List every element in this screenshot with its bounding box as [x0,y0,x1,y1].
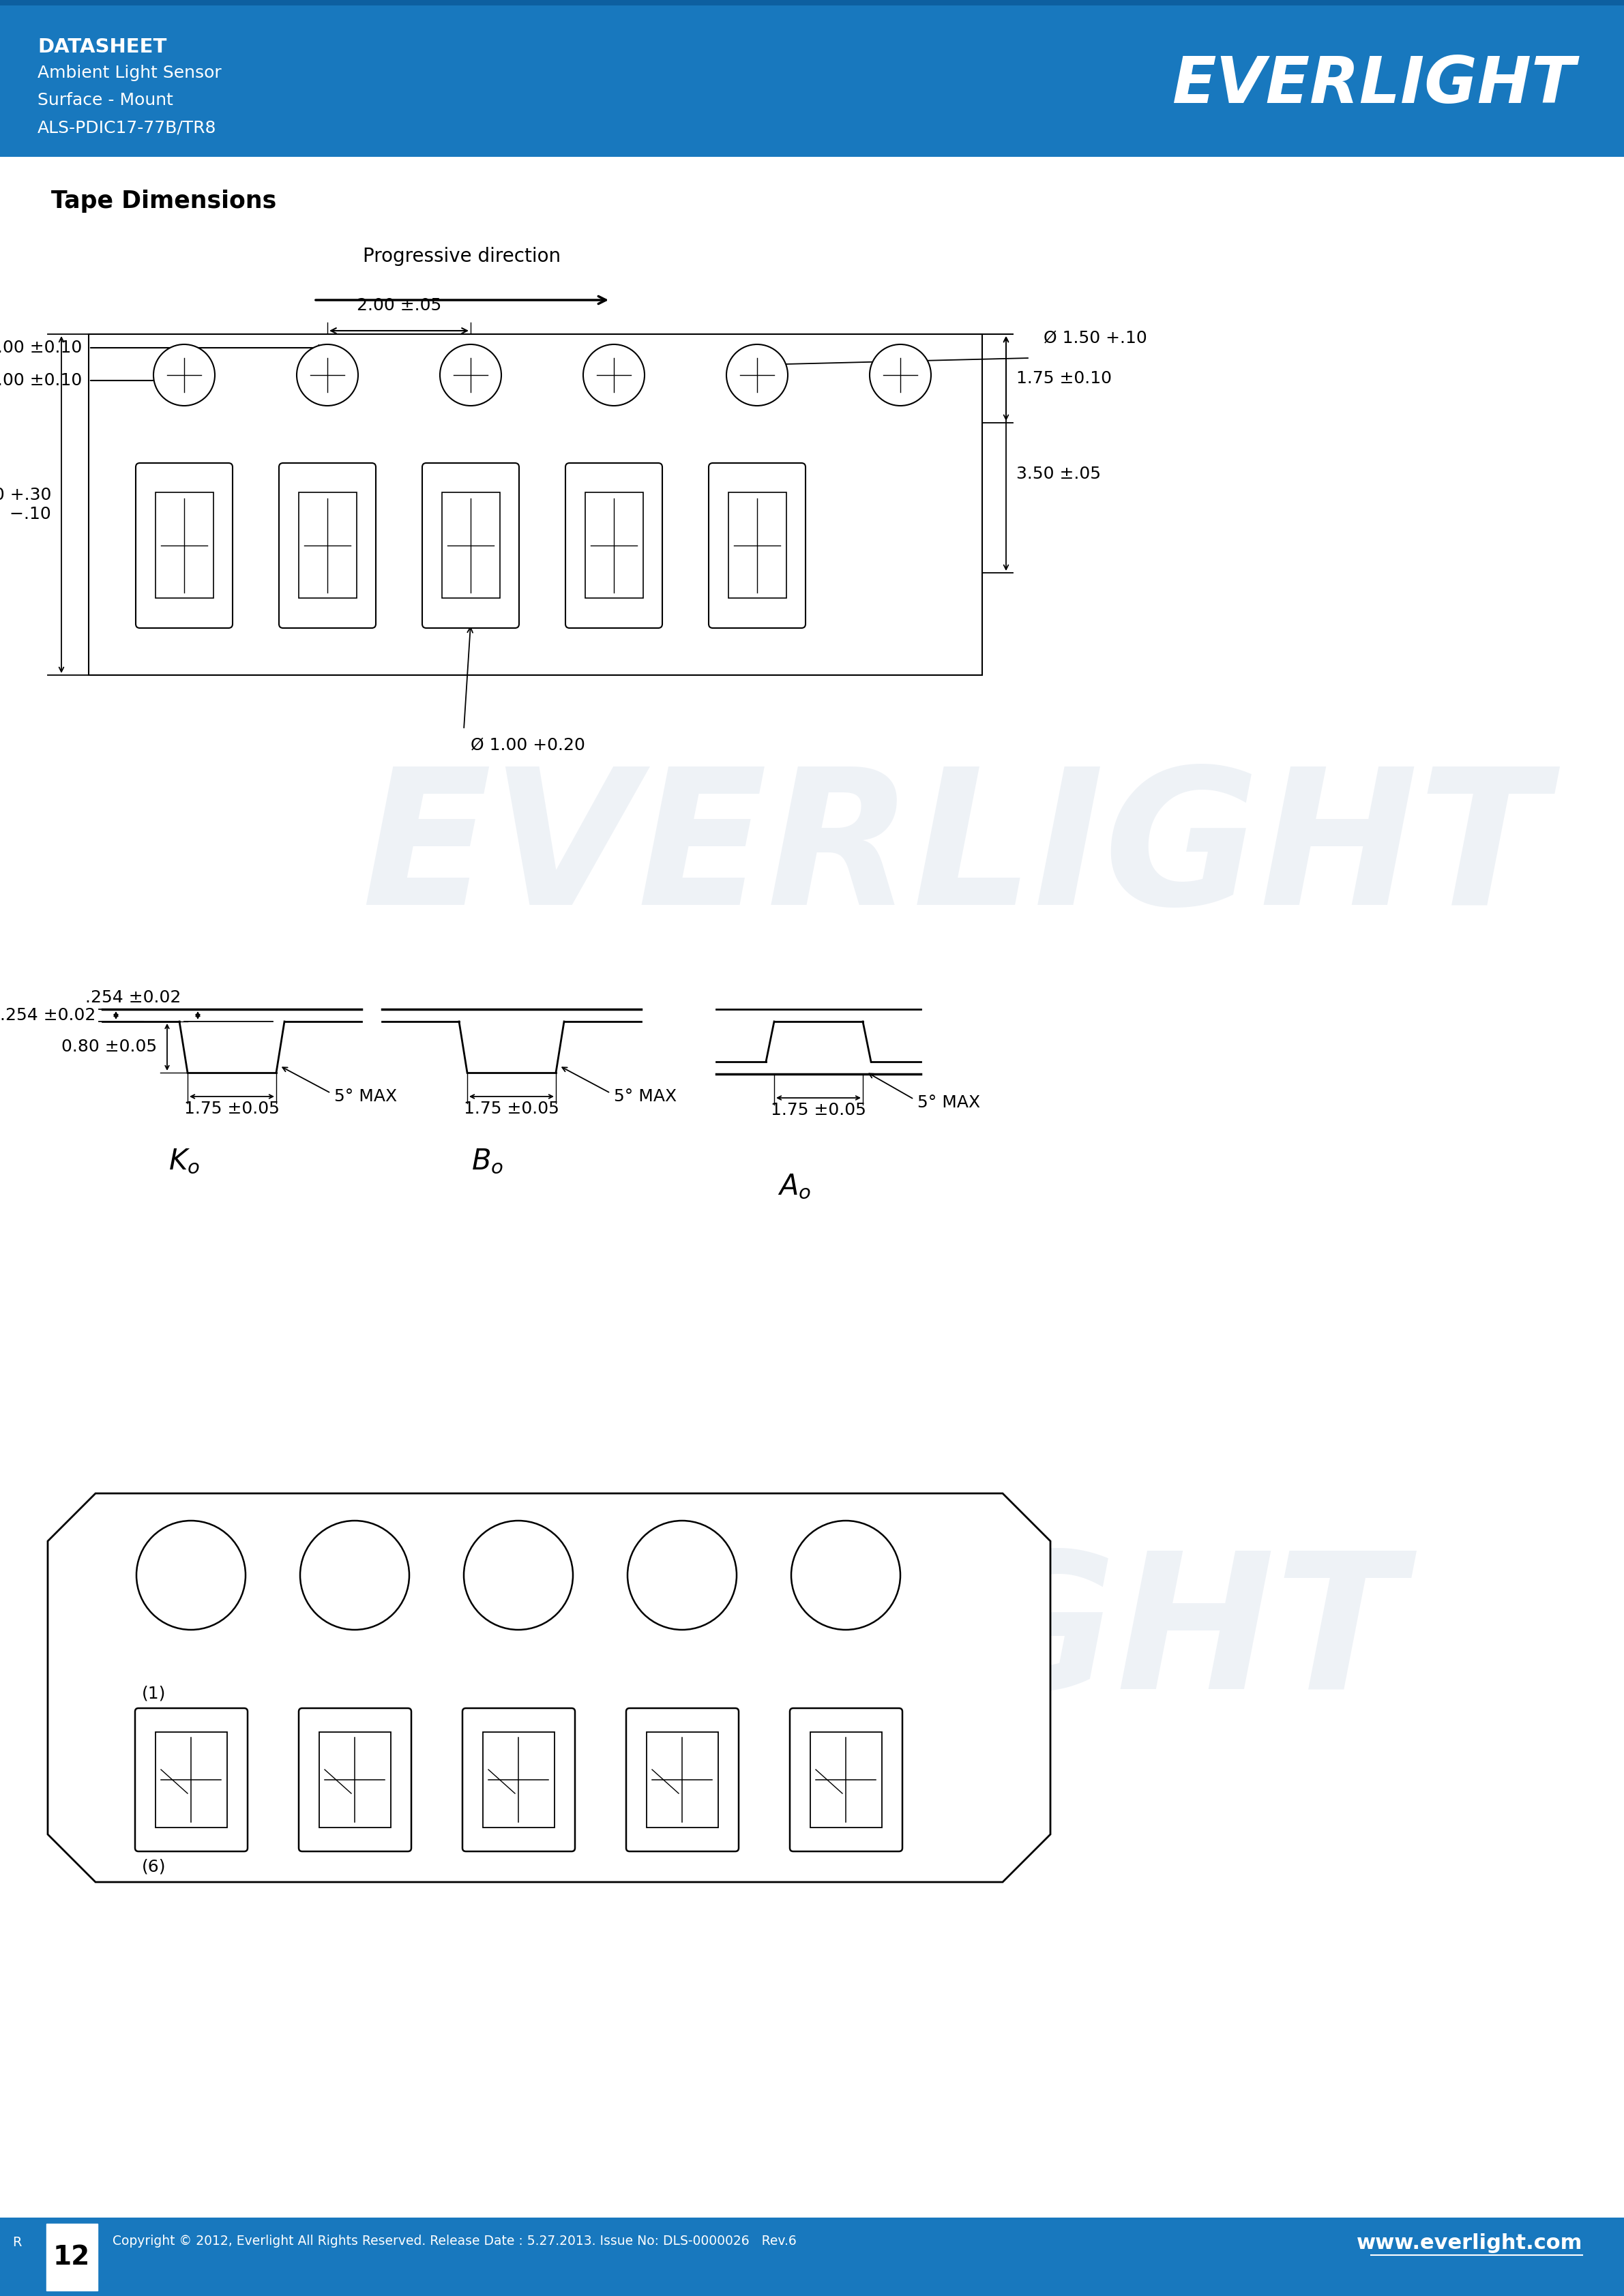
Text: Tape Dimensions: Tape Dimensions [50,191,276,214]
Circle shape [136,1520,245,1630]
FancyBboxPatch shape [565,464,663,629]
FancyBboxPatch shape [135,1708,247,1851]
Circle shape [726,344,788,406]
Text: 5° MAX: 5° MAX [614,1088,677,1104]
FancyBboxPatch shape [299,1708,411,1851]
Circle shape [440,344,502,406]
Text: Surface - Mount: Surface - Mount [37,92,174,108]
Bar [89,335,983,675]
Text: $A_o$: $A_o$ [778,1173,812,1201]
Text: 1.75 ±0.10: 1.75 ±0.10 [1017,370,1112,386]
FancyBboxPatch shape [279,464,375,629]
Text: Progressive direction: Progressive direction [364,248,560,266]
Bar [585,491,643,597]
Circle shape [297,344,357,406]
Text: 4.00 ±0.10: 4.00 ±0.10 [0,372,81,388]
Polygon shape [47,1492,1051,1883]
Text: Ambient Light Sensor: Ambient Light Sensor [37,64,221,80]
Text: 1.75 ±0.05: 1.75 ±0.05 [771,1102,866,1118]
Circle shape [627,1520,737,1630]
Text: 2.00 ±.05: 2.00 ±.05 [357,296,442,315]
Bar [47,2225,97,2291]
Text: Ø 1.50 +.10: Ø 1.50 +.10 [1044,328,1147,347]
Bar [0,0,1624,156]
Text: 12: 12 [54,2243,89,2271]
Text: $K_o$: $K_o$ [169,1148,200,1176]
Circle shape [869,344,931,406]
Circle shape [153,344,214,406]
Text: 3.50 ±.05: 3.50 ±.05 [1017,466,1101,482]
Bar [810,1731,882,1828]
Text: R: R [13,2236,21,2250]
FancyBboxPatch shape [789,1708,903,1851]
Text: Ø 1.00 +0.20: Ø 1.00 +0.20 [471,737,585,753]
Text: EVERLIGHT: EVERLIGHT [219,1545,1405,1729]
Bar [156,491,213,597]
Circle shape [300,1520,409,1630]
Text: 5° MAX: 5° MAX [335,1088,396,1104]
Text: 1.75 ±0.05: 1.75 ±0.05 [464,1100,559,1116]
FancyBboxPatch shape [422,464,520,629]
Bar [729,491,786,597]
Text: DATASHEET: DATASHEET [37,37,167,57]
Text: www.everlight.com: www.everlight.com [1356,2234,1582,2252]
Bar [320,1731,391,1828]
FancyBboxPatch shape [627,1708,739,1851]
Text: (1): (1) [141,1685,166,1701]
Circle shape [583,344,645,406]
Circle shape [791,1520,900,1630]
Text: 4.00 ±0.10: 4.00 ±0.10 [0,340,81,356]
Text: .254 ±0.02: .254 ±0.02 [84,990,180,1006]
Text: Copyright © 2012, Everlight All Rights Reserved. Release Date : 5.27.2013. Issue: Copyright © 2012, Everlight All Rights R… [112,2234,796,2248]
Circle shape [464,1520,573,1630]
Text: ALS-PDIC17-77B/TR8: ALS-PDIC17-77B/TR8 [37,119,216,135]
Text: 8.00 +.30
       −.10: 8.00 +.30 −.10 [0,487,50,521]
Text: 0.80 ±0.05: 0.80 ±0.05 [62,1038,158,1054]
Bar [482,1731,554,1828]
Text: EVERLIGHT: EVERLIGHT [1173,53,1575,117]
FancyBboxPatch shape [708,464,806,629]
Text: EVERLIGHT: EVERLIGHT [362,760,1548,944]
FancyBboxPatch shape [136,464,232,629]
FancyBboxPatch shape [463,1708,575,1851]
Text: .254 ±0.02: .254 ±0.02 [0,1008,96,1024]
Text: 5° MAX: 5° MAX [918,1095,981,1111]
Bar [0,2218,1624,2296]
Text: $B_o$: $B_o$ [471,1148,503,1176]
Bar [0,2218,1624,2296]
Text: (6): (6) [141,1857,166,1874]
Bar [0,0,1624,5]
Bar [299,491,357,597]
Bar [646,1731,718,1828]
Text: 1.75 ±0.05: 1.75 ±0.05 [184,1100,279,1116]
Bar [442,491,500,597]
Bar [156,1731,227,1828]
